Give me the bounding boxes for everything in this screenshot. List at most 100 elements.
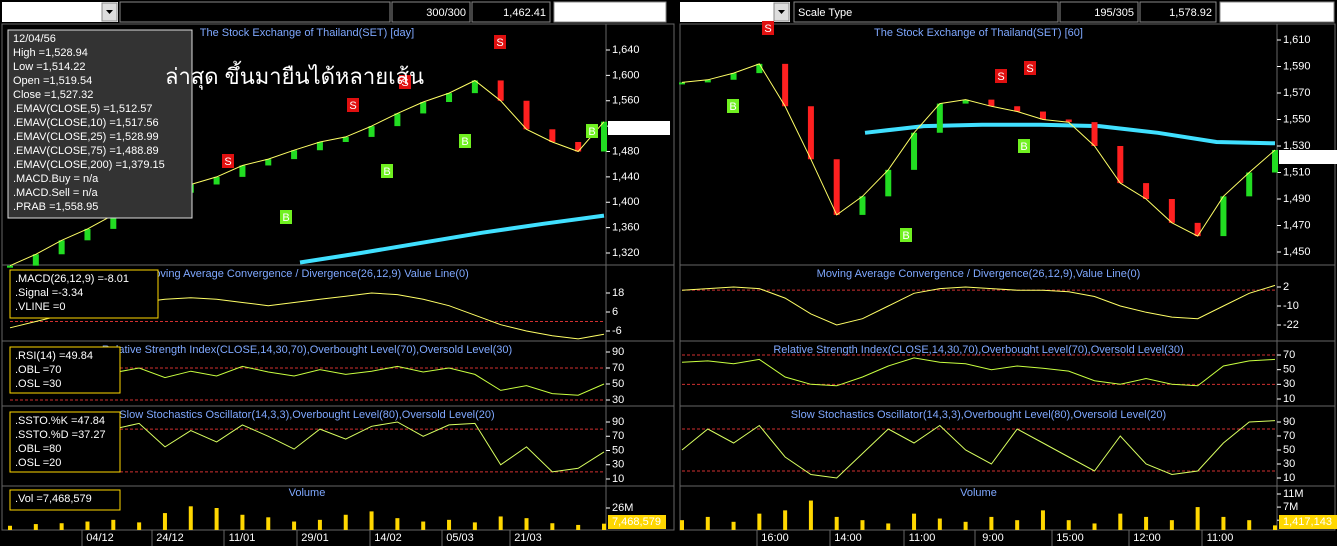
y-tick-label: 30: [1283, 458, 1295, 470]
panel-title: Relative Strength Index(CLOSE,14,30,70),…: [773, 344, 1183, 356]
y-tick-label: 10: [1283, 472, 1295, 484]
candle: [1014, 106, 1021, 112]
info-box: [7, 29, 193, 219]
candle: [1194, 222, 1201, 237]
signal-marker: [1024, 61, 1036, 75]
y-tick-label: 10: [612, 473, 624, 485]
candle: [859, 196, 866, 215]
volume-bar: [214, 508, 219, 530]
volume-bar: [1144, 516, 1149, 530]
info-line: .OBL =70: [15, 364, 61, 376]
candle: [265, 159, 272, 166]
candle: [1091, 122, 1098, 146]
candle: [1143, 183, 1150, 199]
panel-title: Volume: [960, 487, 997, 499]
price-field: [471, 1, 551, 23]
volume-bar: [860, 520, 865, 530]
candle: [110, 214, 117, 229]
y-tick-label: 11M: [1283, 488, 1304, 500]
y-tick-label: 1,570: [1283, 87, 1311, 99]
symbol-text[interactable]: SET: [8, 6, 30, 18]
signal-marker: [399, 75, 411, 89]
close-line: [681, 63, 1276, 237]
signal-label: B: [588, 126, 595, 138]
y-tick-label: 6: [612, 306, 618, 318]
candle: [84, 228, 91, 241]
x-tick-label: 24/12: [156, 532, 184, 544]
panel-title: Slow Stochastics Oscillator(14,3,3),Over…: [791, 409, 1166, 421]
candle: [549, 129, 556, 142]
candle: [782, 63, 789, 107]
symbol-text[interactable]: SET: [686, 6, 708, 18]
x-tick-label: 11:00: [909, 532, 936, 544]
candle: [988, 99, 995, 107]
candle: [497, 80, 504, 101]
info-line: .RSI(14) =49.84: [15, 350, 93, 362]
candle: [1117, 146, 1124, 184]
info-line: .EMAV(CLOSE,10) =1,517.56: [13, 117, 159, 129]
info-line: .SSTO.%D =37.27: [15, 429, 106, 441]
y-tick-label: 10: [1283, 393, 1295, 405]
x-tick-label: 04/12: [86, 532, 114, 544]
last-volume: 7,468,579: [612, 516, 661, 528]
candle: [368, 126, 375, 137]
signal-label: S: [764, 23, 771, 35]
candle: [1039, 111, 1046, 120]
info-box: [9, 346, 121, 394]
signal-label: S: [1026, 63, 1033, 75]
y-tick-label: 50: [1283, 444, 1295, 456]
x-tick-label: 14/02: [374, 532, 402, 544]
recal-button-label[interactable]: Recal Scale-Linear: [561, 7, 660, 19]
panel-title: Slow Stochastics Oscillator(14,3,3),Over…: [119, 409, 494, 421]
volume-bar: [524, 518, 529, 530]
y-tick-label: 50: [612, 444, 624, 456]
y-tick-label: 1,440: [612, 171, 640, 183]
candle: [704, 79, 711, 83]
signal-marker: [995, 69, 1007, 83]
volume-bar: [395, 518, 400, 530]
last-volume-box: [608, 515, 666, 529]
last-volume-box: [1279, 515, 1337, 529]
y-tick-label: 1,550: [1283, 113, 1311, 125]
field: [793, 1, 1059, 23]
volume-bar: [963, 521, 968, 530]
info-line: .EMAV(CLOSE,5) =1,512.57: [13, 103, 153, 115]
info-line: .MACD.Sell = n/a: [13, 187, 99, 199]
recal-button[interactable]: [1219, 1, 1335, 23]
dropdown-arrow: [106, 10, 113, 14]
recal-button-label[interactable]: Recal Scale-Linear: [1228, 7, 1327, 19]
info-line: .EMAV(CLOSE,75) =1,488.89: [13, 145, 159, 157]
volume-bar: [1221, 516, 1226, 530]
signal-marker: [459, 134, 471, 148]
candle: [523, 100, 530, 130]
y-tick-label: 90: [1283, 416, 1295, 428]
x-tick-label: 15:00: [1056, 532, 1084, 544]
volume-bar: [1040, 510, 1045, 530]
volume-bar: [989, 516, 994, 530]
volume-bar: [1169, 520, 1174, 530]
symbol-select[interactable]: [2, 2, 118, 22]
candle: [446, 93, 453, 103]
macd-line: [681, 284, 1276, 326]
y-tick-label: 70: [612, 430, 624, 442]
candle: [1065, 119, 1072, 123]
candle: [962, 99, 969, 104]
volume-bar: [1015, 520, 1020, 530]
x-tick-label: 21/03: [514, 532, 542, 544]
info-line: .Signal =-3.34: [15, 287, 83, 299]
x-tick-label: 14:00: [834, 532, 862, 544]
counter: 300/300: [426, 7, 466, 19]
recal-button[interactable]: [553, 1, 667, 23]
last-price-box: [1279, 150, 1337, 164]
y-tick-label: 30: [612, 459, 624, 471]
candle: [833, 159, 840, 215]
volume-bar: [266, 517, 271, 530]
x-tick-label: 11/01: [229, 532, 256, 544]
volume-bar: [808, 500, 813, 530]
y-tick-label: 2: [1283, 281, 1289, 293]
signal-label: B: [1020, 141, 1027, 153]
signal-label: B: [383, 166, 390, 178]
symbol-select[interactable]: [680, 2, 790, 22]
volume-bar: [343, 514, 348, 530]
